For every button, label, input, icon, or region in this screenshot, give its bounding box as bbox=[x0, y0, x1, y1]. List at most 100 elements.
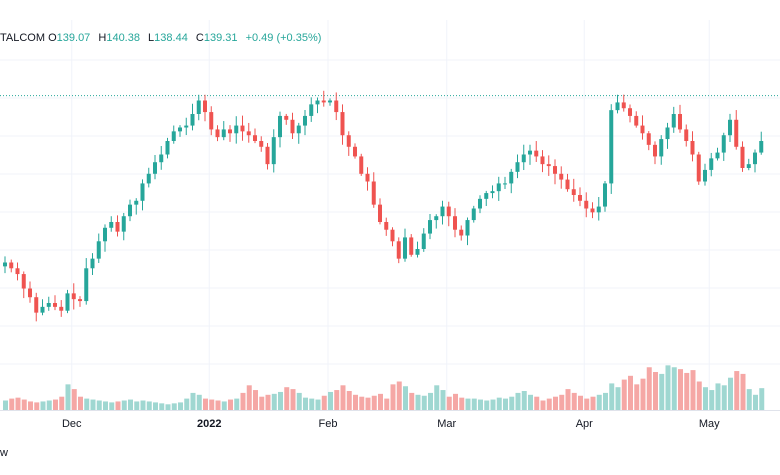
volume-bar bbox=[621, 379, 627, 410]
volume-bar bbox=[290, 389, 296, 410]
volume-bar bbox=[328, 391, 333, 410]
volume-bar bbox=[90, 399, 96, 410]
candle-body bbox=[540, 156, 545, 165]
volume-bar bbox=[709, 390, 715, 410]
candle-body bbox=[728, 119, 732, 136]
candle-body bbox=[478, 198, 482, 209]
candle-body bbox=[171, 131, 176, 141]
volume-bar bbox=[409, 392, 415, 410]
volume-bar bbox=[353, 394, 358, 410]
candle-body bbox=[259, 141, 264, 147]
x-axis-line bbox=[0, 410, 780, 411]
candle-body bbox=[490, 191, 495, 194]
volume-bar bbox=[215, 400, 221, 410]
volume-bar bbox=[71, 389, 77, 410]
volume-bar bbox=[9, 398, 15, 410]
candle-body bbox=[740, 146, 745, 168]
candle-body bbox=[571, 189, 576, 195]
volume-bar bbox=[103, 401, 108, 410]
volume-bar bbox=[134, 401, 140, 410]
volume-bar bbox=[628, 375, 633, 410]
candle-body bbox=[634, 115, 639, 126]
volume-bar bbox=[728, 377, 733, 410]
volume-bar bbox=[371, 395, 377, 410]
candle-body bbox=[90, 258, 95, 269]
x-tick-label: 2022 bbox=[197, 418, 222, 430]
volume-bar bbox=[228, 399, 233, 410]
candle-body bbox=[578, 195, 582, 201]
candle-body bbox=[590, 208, 595, 213]
candle-body bbox=[678, 114, 682, 130]
candle-body bbox=[365, 173, 370, 182]
volume-bar bbox=[78, 396, 83, 410]
volume-bar bbox=[434, 385, 440, 410]
candle-body bbox=[690, 141, 695, 155]
volume-bar bbox=[646, 367, 652, 410]
candle-body bbox=[390, 229, 395, 242]
footer-text: w bbox=[0, 447, 8, 459]
candle-body bbox=[409, 237, 414, 255]
candle-body bbox=[315, 100, 320, 105]
change-value: +0.49 (+0.35%) bbox=[245, 32, 322, 44]
volume-bar bbox=[246, 385, 252, 410]
candle-body bbox=[109, 222, 114, 228]
candle-body bbox=[446, 206, 451, 217]
volume-bar bbox=[21, 399, 27, 410]
volume-bar bbox=[265, 394, 271, 410]
candle-body bbox=[459, 229, 464, 236]
candle-body bbox=[234, 125, 239, 134]
candle-body bbox=[396, 241, 401, 259]
candle-body bbox=[328, 100, 332, 103]
candle-body bbox=[378, 204, 382, 222]
candle-body bbox=[403, 237, 407, 259]
candle-body bbox=[334, 100, 339, 113]
candle-body bbox=[321, 100, 326, 103]
candle-body bbox=[709, 158, 714, 170]
volume-bar bbox=[459, 397, 465, 410]
candle-body bbox=[721, 135, 726, 153]
volume-bar bbox=[284, 387, 290, 410]
low-value: 138.44 bbox=[154, 32, 188, 44]
candle-body bbox=[346, 135, 351, 147]
volume-bar bbox=[315, 399, 321, 410]
volume-bar bbox=[496, 397, 502, 410]
volume-bar bbox=[28, 401, 33, 410]
volume-bar bbox=[428, 392, 433, 410]
volume-bar bbox=[384, 398, 390, 410]
candle-body bbox=[428, 220, 432, 234]
close-label: C bbox=[195, 32, 204, 44]
open-value: 139.07 bbox=[56, 32, 91, 44]
volume-bar bbox=[153, 402, 158, 410]
volume-bar bbox=[415, 394, 421, 410]
volume-bar bbox=[684, 372, 690, 410]
volume-bar bbox=[678, 369, 683, 410]
volume-bar bbox=[596, 394, 602, 410]
x-tick-label: Mar bbox=[437, 418, 457, 430]
volume-bar bbox=[221, 401, 227, 410]
candle-body bbox=[278, 115, 282, 138]
candle-body bbox=[78, 299, 82, 302]
low-label: L bbox=[148, 32, 155, 44]
high-value: 140.38 bbox=[106, 32, 140, 44]
volume-bar bbox=[740, 373, 746, 410]
candle-body bbox=[628, 108, 632, 116]
volume-bar bbox=[378, 393, 383, 410]
candle-body bbox=[128, 204, 132, 217]
volume-bar bbox=[565, 389, 571, 410]
volume-bar bbox=[640, 378, 646, 410]
candle-body bbox=[696, 154, 701, 182]
candle-body bbox=[253, 135, 257, 141]
volume-bar bbox=[571, 392, 577, 410]
candle-body bbox=[715, 152, 720, 159]
volume-bar bbox=[609, 383, 615, 410]
candle-body bbox=[196, 100, 201, 114]
volume-bar bbox=[178, 402, 183, 410]
candle-body bbox=[265, 146, 270, 165]
ohlc-legend: TALCOM O139.07 H140.38 L138.44 C139.31 +… bbox=[0, 32, 321, 44]
candle-body bbox=[353, 146, 357, 157]
candle-body bbox=[340, 112, 345, 136]
volume-bar bbox=[109, 402, 115, 410]
candle-body bbox=[228, 129, 232, 134]
candle-body bbox=[53, 303, 57, 307]
